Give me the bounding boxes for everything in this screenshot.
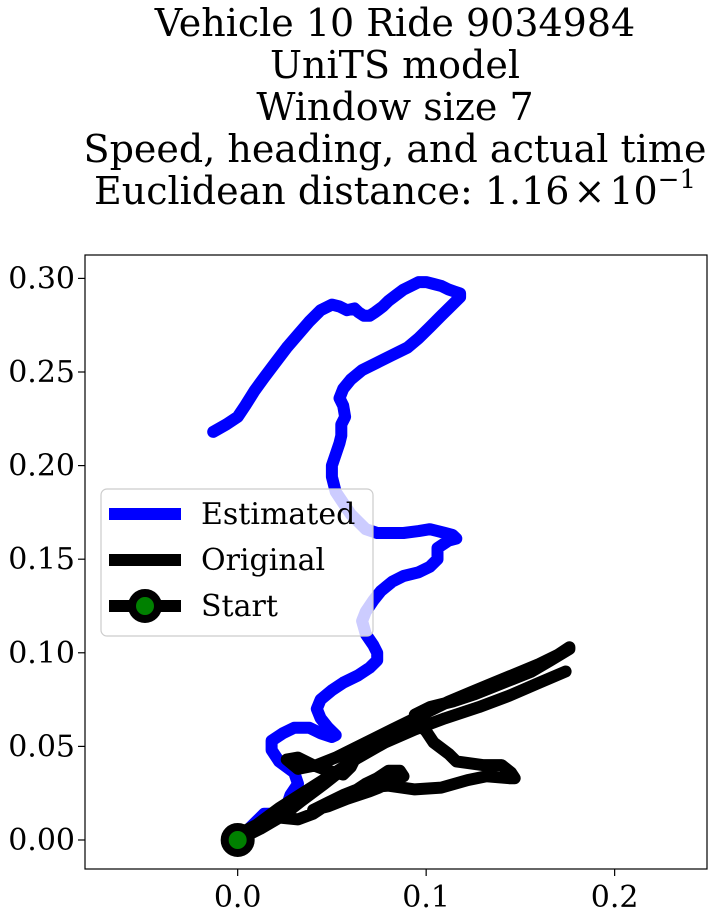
legend-start-label: Start <box>201 589 278 624</box>
title-metric-prefix: Euclidean distance: <box>94 169 485 213</box>
title-metric-mantissa: 1.16 <box>485 169 570 213</box>
plot-frame <box>84 254 708 870</box>
chart-title: Vehicle 10 Ride 9034984 UniTS model Wind… <box>84 1 707 213</box>
legend-original-label: Original <box>201 543 325 578</box>
series-original <box>231 641 576 846</box>
y-tick-label: 0.00 <box>8 823 75 858</box>
legend-box <box>100 488 374 637</box>
start-marker <box>220 822 255 857</box>
x-tick-label: 0.1 <box>402 880 450 915</box>
legend-start-marker <box>128 589 162 623</box>
title-metric-times: × <box>573 169 605 213</box>
x-tick-label: 0.2 <box>591 880 639 915</box>
y-tick-label: 0.10 <box>8 636 75 671</box>
title-line-4: Speed, heading, and actual time <box>84 127 707 171</box>
y-tick-label: 0.20 <box>8 449 75 484</box>
series-line-original <box>231 641 576 846</box>
title-metric-exponent: −1 <box>658 165 696 195</box>
title-line-2: UniTS model <box>270 43 520 87</box>
y-tick-label: 0.15 <box>8 542 75 577</box>
title-metric: Euclidean distance: 1.16 × 10−1 <box>94 165 696 213</box>
title-line-3: Window size 7 <box>256 85 533 129</box>
legend: Estimated Original Start <box>100 488 374 637</box>
axis-ticks: 0.0 0.1 0.2 0.00 0.05 0.10 0.15 0.20 0.25 0.30 <box>8 261 638 915</box>
legend-estimated-label: Estimated <box>201 497 355 532</box>
title-line-1: Vehicle 10 Ride 9034984 <box>154 1 635 45</box>
x-tick-label: 0.0 <box>214 880 262 915</box>
title-metric-base: 10 <box>609 169 657 213</box>
series-start <box>220 822 255 857</box>
y-tick-label: 0.30 <box>8 261 75 296</box>
y-tick-label: 0.05 <box>8 729 75 764</box>
y-tick-label: 0.25 <box>8 355 75 390</box>
